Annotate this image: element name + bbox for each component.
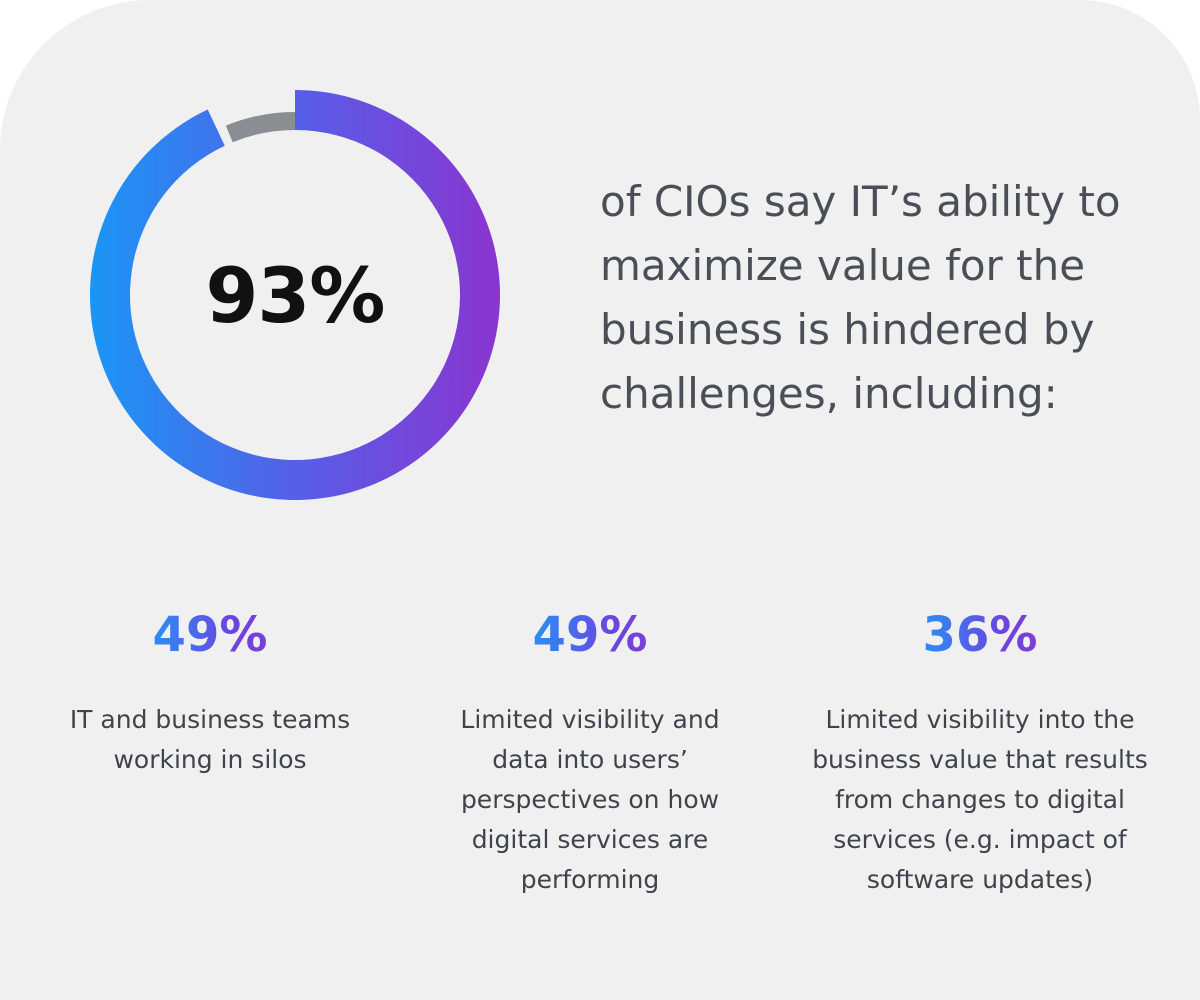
donut-chart <box>90 90 500 500</box>
stat-item: 49% Limited visibility and data into use… <box>400 600 780 900</box>
stat-value: 36% <box>923 600 1038 670</box>
stat-value: 49% <box>533 600 648 670</box>
donut-remainder-slice <box>225 112 295 143</box>
stat-description: Limited visibility and data into users’ … <box>460 705 720 894</box>
stat-description: IT and business teams working in silos <box>69 705 351 774</box>
donut-center-value: 93% <box>205 250 386 340</box>
stat-description: Limited visibility into the business val… <box>812 705 1148 894</box>
stat-value: 49% <box>153 600 268 670</box>
stat-item: 49% IT and business teams working in sil… <box>20 600 400 780</box>
headline-text: of CIOs say IT’s ability to maximize val… <box>600 177 1121 418</box>
stat-item: 36% Limited visibility into the business… <box>790 600 1170 900</box>
stats-row: 49% IT and business teams working in sil… <box>0 600 1200 960</box>
